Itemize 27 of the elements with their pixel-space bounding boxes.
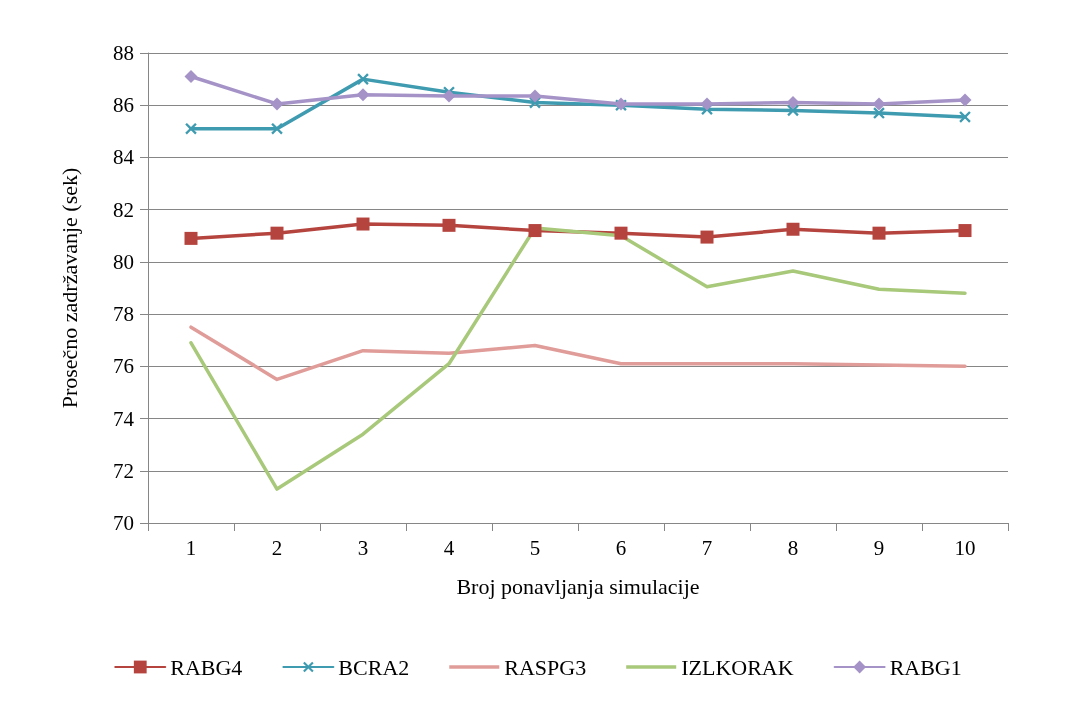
y-axis-title: Prosečno zadržavanje (sek) bbox=[56, 167, 82, 409]
y-tick-label: 82 bbox=[113, 197, 134, 222]
legend-label: RASPG3 bbox=[504, 654, 587, 680]
legend-label: RABG4 bbox=[170, 654, 243, 680]
x-tick-label: 5 bbox=[529, 535, 541, 560]
x-tick-label: 7 bbox=[701, 535, 713, 560]
x-tick-label: 2 bbox=[271, 535, 283, 560]
y-tick-label: 72 bbox=[113, 458, 134, 483]
y-tick-label: 74 bbox=[113, 406, 135, 431]
x-tick-label: 3 bbox=[357, 535, 369, 560]
legend-label: RABG1 bbox=[889, 654, 962, 680]
x-tick-label: 6 bbox=[615, 535, 627, 560]
y-tick-label: 88 bbox=[113, 41, 134, 65]
x-axis-title: Broj ponavljanja simulacije bbox=[456, 573, 700, 599]
y-tick-label: 84 bbox=[113, 145, 135, 170]
y-tick-label: 70 bbox=[113, 511, 134, 535]
x-tick-label: 8 bbox=[787, 535, 799, 560]
y-tick-label: 78 bbox=[113, 302, 134, 327]
y-tick-label: 80 bbox=[113, 249, 134, 274]
x-tick-label: 9 bbox=[873, 535, 885, 560]
y-tick-label: 86 bbox=[113, 93, 134, 118]
x-tick-label: 1 bbox=[185, 535, 197, 560]
legend-label: IZLKORAK bbox=[681, 654, 794, 680]
x-tick-label: 4 bbox=[443, 535, 455, 560]
legend-label: BCRA2 bbox=[338, 654, 410, 680]
x-tick-label: 10 bbox=[954, 535, 976, 560]
y-tick-label: 76 bbox=[113, 354, 134, 379]
